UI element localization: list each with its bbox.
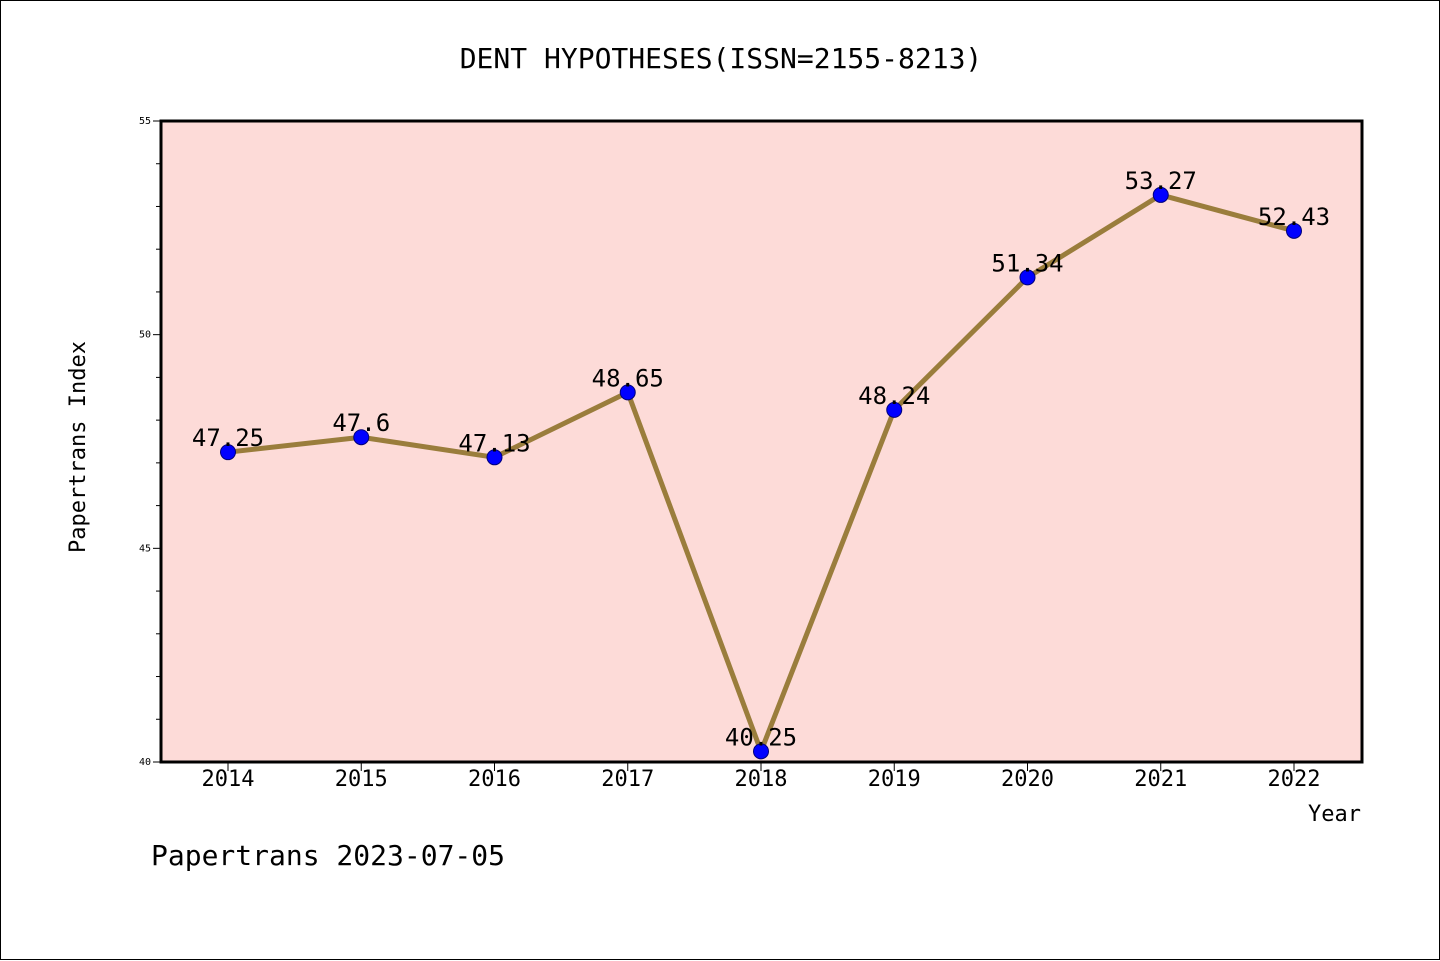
data-point xyxy=(753,743,769,760)
x-axis-ticks: 2014 2015 2016 2017 2018 2019 2020 2021 2022 xyxy=(202,762,1321,792)
data-label: 47.13 xyxy=(458,429,530,457)
data-label: 48.65 xyxy=(592,364,664,392)
x-tick-label: 2017 xyxy=(601,767,654,792)
data-label: 47.25 xyxy=(192,424,264,452)
data-label: 52.43 xyxy=(1258,203,1330,231)
data-point xyxy=(1019,269,1036,286)
data-point xyxy=(353,429,370,446)
x-tick-label: 2022 xyxy=(1268,767,1321,792)
y-axis-label: Papertrans Index xyxy=(66,341,91,553)
x-tick-label: 2018 xyxy=(735,767,788,792)
data-point xyxy=(619,384,636,401)
y-tick-label: 50 xyxy=(139,330,151,341)
data-point xyxy=(886,401,903,418)
y-tick-label: 55 xyxy=(139,116,151,127)
x-tick-label: 2014 xyxy=(202,767,255,792)
data-point xyxy=(1286,222,1302,239)
footer-date: Papertrans 2023-07-05 xyxy=(151,839,505,872)
x-tick-label: 2020 xyxy=(1001,767,1054,792)
x-tick-label: 2016 xyxy=(468,767,521,792)
x-axis-label: Year xyxy=(1308,802,1361,827)
y-axis-ticks: 40 45 50 55 xyxy=(139,116,161,768)
data-point xyxy=(220,444,236,461)
data-markers xyxy=(220,186,1302,760)
data-label: 53.27 xyxy=(1125,167,1197,195)
x-tick-label: 2021 xyxy=(1134,767,1187,792)
y-tick-label: 45 xyxy=(139,543,151,554)
data-label: 40.25 xyxy=(725,723,797,751)
data-point xyxy=(1152,186,1169,203)
x-tick-label: 2015 xyxy=(335,767,388,792)
data-point xyxy=(486,449,503,466)
data-label: 51.34 xyxy=(991,249,1063,277)
chart-title: DENT HYPOTHESES(ISSN=2155-8213) xyxy=(460,42,983,75)
y-tick-label: 40 xyxy=(139,757,151,768)
data-label: 47.6 xyxy=(332,409,390,437)
data-labels: 47.25 47.6 47.13 48.65 40.25 48.24 51.34 53.27 5… xyxy=(192,167,1330,751)
x-tick-label: 2019 xyxy=(868,767,921,792)
plot-frame xyxy=(159,119,1364,764)
data-label: 48.24 xyxy=(858,382,930,410)
